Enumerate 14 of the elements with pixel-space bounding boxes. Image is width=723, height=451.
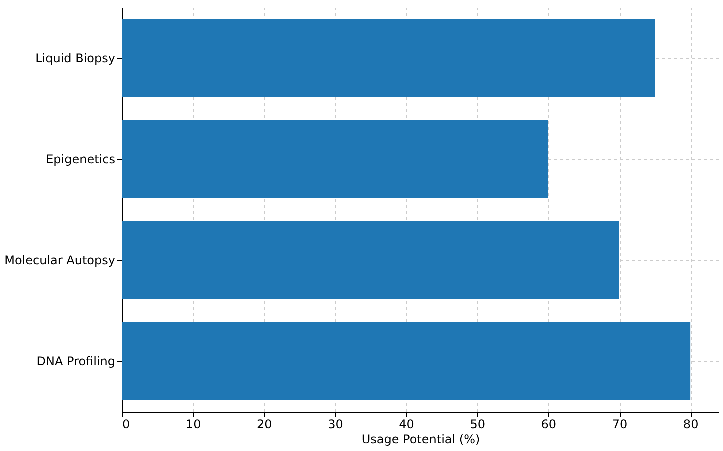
y-tick-label: Epigenetics	[46, 152, 116, 166]
x-tick-label: 20	[257, 418, 272, 432]
x-tick-label: 80	[683, 418, 699, 432]
x-tick-label: 30	[328, 418, 344, 432]
x-axis-title: Usage Potential (%)	[362, 432, 480, 446]
y-tick-label: DNA Profiling	[36, 354, 116, 368]
x-tick-label: 40	[399, 418, 414, 432]
y-tick-label: Liquid Biopsy	[36, 52, 116, 66]
x-tick-label: 50	[470, 418, 486, 432]
x-tick-label: 60	[541, 418, 557, 432]
y-tick-label: Molecular Autopsy	[4, 254, 116, 268]
x-tick-label: 70	[612, 418, 628, 432]
x-tick-label: 10	[186, 418, 202, 432]
x-tick-label: 0	[122, 418, 130, 432]
